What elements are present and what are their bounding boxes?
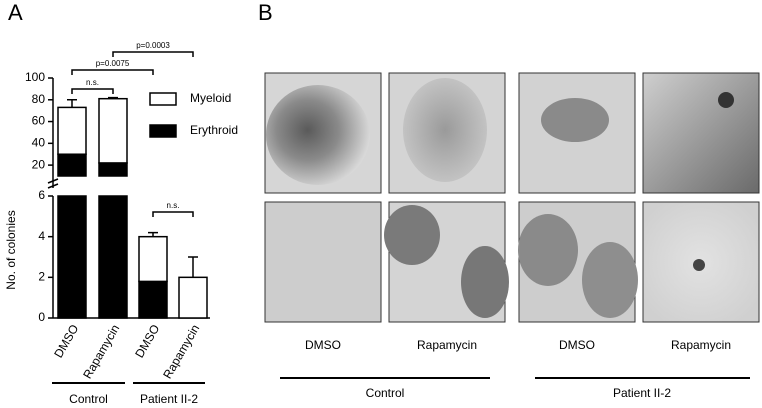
column-label: DMSO: [305, 338, 341, 352]
bar-segment: [57, 195, 87, 319]
panel-label: B: [258, 0, 273, 25]
y-tick-label: 20: [32, 157, 46, 171]
group-label: Control: [366, 386, 405, 400]
legend-label: Myeloid: [190, 91, 231, 105]
legend-swatch: [149, 124, 177, 138]
error-bar: [188, 256, 198, 278]
x-tick-label: DMSO: [51, 322, 81, 360]
x-tick-label: DMSO: [132, 322, 162, 360]
significance-bracket: [71, 88, 114, 94]
significance-label: n.s.: [167, 201, 180, 210]
column-label: Rapamycin: [417, 338, 477, 352]
y-tick-label: 40: [32, 136, 46, 150]
micrograph: [642, 72, 760, 194]
column-label: Rapamycin: [671, 338, 731, 352]
x-tick-label: Rapamycin: [80, 322, 122, 381]
column-label: DMSO: [559, 338, 595, 352]
significance-bracket: [71, 69, 154, 75]
micrographs: [264, 72, 760, 323]
bar-segment: [178, 276, 208, 319]
error-bar: [108, 96, 118, 99]
x-tick-label: Rapamycin: [160, 322, 202, 381]
y-axis-label: No. of colonies: [4, 210, 18, 289]
bar-segment: [138, 235, 168, 283]
y-tick-label: 4: [38, 229, 45, 243]
legend-label: Erythroid: [190, 123, 238, 137]
significance-label: p=0.0003: [136, 41, 170, 50]
significance-label: n.s.: [86, 78, 99, 87]
y-tick-label: 80: [32, 92, 46, 106]
error-bar: [67, 99, 77, 108]
bar-segment: [57, 153, 87, 177]
error-bar: [148, 231, 158, 237]
bar-segment: [98, 162, 128, 177]
y-tick-label: 6: [38, 188, 45, 202]
bar-segment: [98, 195, 128, 319]
significance-label: p=0.0075: [96, 59, 130, 68]
y-tick-label: 2: [38, 270, 45, 284]
bar-segment: [138, 280, 168, 319]
axis-break: [47, 183, 59, 189]
bar-segment: [57, 106, 87, 155]
group-label: Patient II-2: [140, 392, 198, 406]
micrograph: [264, 201, 382, 323]
y-tick-label: 0: [38, 310, 45, 324]
significance-bracket: [112, 51, 194, 57]
axis-break: [47, 178, 59, 184]
y-tick-label: 60: [32, 114, 46, 128]
legend-swatch: [149, 92, 177, 106]
significance-bracket: [152, 211, 194, 217]
panel-label: A: [8, 0, 23, 25]
group-label: Control: [69, 392, 108, 406]
bar-segment: [98, 97, 128, 164]
y-tick-label: 100: [25, 70, 45, 84]
group-label: Patient II-2: [613, 386, 671, 400]
